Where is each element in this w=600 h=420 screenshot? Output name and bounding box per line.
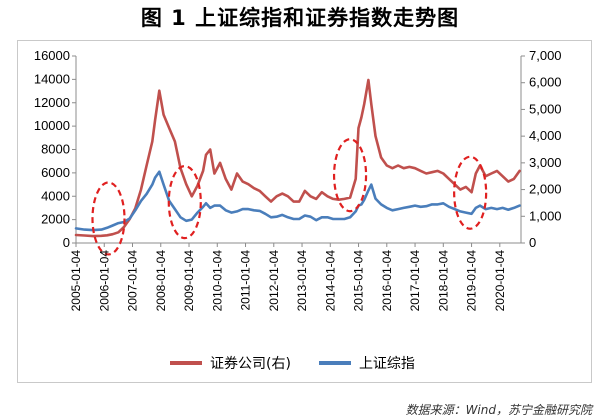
x-tick-label: 2011-01-04 [239,250,253,311]
legend-label-brokers: 证券公司(右) [210,356,291,372]
x-tick-label: 2020-01-04 [493,250,507,312]
x-tick-label: 2014-01-04 [323,250,337,312]
annotation-circle-3 [332,138,368,213]
left-tick-label: 4000 [41,188,70,203]
right-tick-label: 2,000 [529,182,562,197]
left-tick-label: 16000 [34,48,70,63]
annotation-circle-2 [167,164,202,240]
tick-layer: 0 2000 4000 6000 8000 10000 12000 14000 16000 0 1,… [34,48,562,311]
left-tick-label: 6000 [41,165,70,180]
right-tick-label: 4,000 [529,128,562,143]
right-tick-label: 7,000 [529,48,562,63]
annotation-circle-1 [91,181,126,256]
legend-swatch-brokers [170,361,202,365]
legend-item-brokers: 证券公司(右) [170,353,291,373]
data-source-note: 数据来源：Wind，苏宁金融研究院 [405,403,592,417]
left-tick-label: 12000 [34,95,70,110]
axes-group [72,55,525,247]
right-tick-label: 0 [529,235,536,250]
x-tick-label: 2018-01-04 [436,250,450,312]
right-tick-label: 6,000 [529,75,562,90]
left-tick-label: 14000 [34,71,70,86]
x-tick-label: 2007-01-04 [126,250,140,312]
annotation-layer [91,138,488,256]
x-tick-label: 2009-01-04 [182,250,196,312]
left-tick-label: 0 [63,235,70,250]
chart-frame [17,40,592,383]
left-tick-label: 10000 [34,118,70,133]
x-tick-label: 2019-01-04 [465,250,479,312]
chart-title: 图 1 上证综指和证券指数走势图 [140,6,460,30]
x-tick-label: 2010-01-04 [210,250,224,312]
right-tick-label: 1,000 [529,208,562,223]
annotation-circle-4 [453,155,488,230]
series-line-brokers [74,78,521,238]
right-tick-label: 3,000 [529,155,562,170]
right-tick-label: 5,000 [529,101,562,116]
series-layer [74,78,521,238]
left-tick-label: 2000 [41,212,70,227]
series-line-sse [74,170,521,232]
x-tick-label: 2015-01-04 [352,250,366,312]
legend: 证券公司(右) 上证综指 [170,352,443,374]
x-tick-label: 2016-01-04 [380,250,394,312]
x-tick-label: 2013-01-04 [295,250,309,312]
legend-swatch-sse [318,361,351,365]
x-tick-label: 2012-01-04 [267,250,281,312]
x-tick-label: 2006-01-04 [97,250,111,312]
legend-label-sse: 上证综指 [358,356,415,372]
x-tick-label: 2008-01-04 [154,250,168,312]
x-tick-label: 2005-01-04 [69,250,83,312]
x-tick-label: 2017-01-04 [408,250,422,312]
left-tick-label: 8000 [41,142,70,157]
legend-item-sse: 上证综指 [318,353,415,373]
